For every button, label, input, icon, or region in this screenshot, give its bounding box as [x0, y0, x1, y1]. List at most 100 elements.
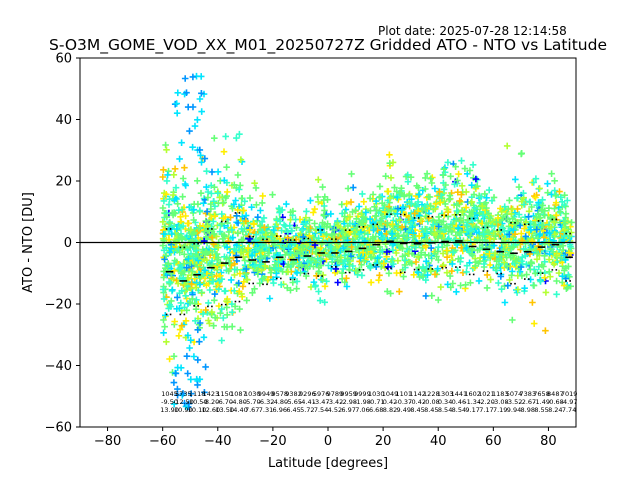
bin-stat-label: 7.17	[479, 406, 493, 414]
scatter-point	[194, 356, 202, 364]
scatter-point	[190, 353, 198, 360]
scatter-point	[508, 210, 515, 218]
scatter-point	[367, 264, 374, 272]
scatter-point	[161, 323, 168, 330]
scatter-point	[211, 290, 219, 298]
scatter-point	[400, 231, 407, 239]
scatter-point	[204, 194, 212, 201]
scatter-point	[414, 198, 422, 206]
scatter-point	[321, 221, 328, 228]
scatter-point	[401, 257, 409, 264]
scatter-point	[163, 177, 171, 185]
scatter-point	[178, 139, 185, 146]
scatter-point	[493, 218, 500, 226]
scatter-point	[510, 243, 517, 251]
scatter-point	[321, 299, 328, 306]
scatter-point	[449, 221, 457, 229]
scatter-point	[565, 263, 572, 270]
bin-stat-label: 9999	[354, 390, 371, 398]
chart-title: S-O3M_GOME_VOD_XX_M01_20250727Z Gridded …	[49, 36, 607, 55]
scatter-point	[408, 260, 416, 267]
scatter-point	[377, 218, 385, 225]
scatter-point	[218, 210, 226, 218]
scatter-point	[434, 265, 441, 272]
scatter-point	[341, 213, 348, 220]
scatter-point	[168, 297, 175, 305]
scatter-point	[452, 163, 459, 170]
bin-stat-label: 1021	[478, 390, 495, 398]
scatter-point	[410, 217, 417, 224]
scatter-point	[473, 229, 480, 236]
bin-stat-label: -4.80	[271, 398, 288, 406]
bin-stat-label: 7383	[520, 390, 537, 398]
scatter-point	[471, 204, 479, 212]
scatter-point	[393, 238, 401, 245]
scatter-point	[175, 245, 182, 253]
scatter-point	[462, 188, 470, 196]
scatter-point	[398, 184, 405, 192]
scatter-point	[518, 230, 525, 237]
scatter-point	[446, 272, 454, 280]
scatter-point	[306, 232, 313, 240]
scatter-point	[520, 189, 527, 197]
scatter-point	[311, 205, 318, 213]
scatter-point	[261, 252, 269, 260]
bin-stat-label: 8.98	[521, 406, 535, 414]
bin-stat-label: 7.31	[259, 406, 273, 414]
scatter-point	[343, 233, 350, 240]
x-axis-label: Latitude [degrees]	[268, 456, 388, 471]
scatter-point	[165, 261, 172, 268]
scatter-point	[175, 332, 183, 340]
scatter-point	[223, 163, 230, 171]
scatter-point	[159, 286, 167, 293]
scatter-point	[389, 159, 397, 166]
scatter-point	[509, 316, 516, 324]
scatter-point	[229, 234, 237, 241]
scatter-point	[494, 214, 502, 222]
scatter-point	[537, 278, 544, 285]
scatter-point	[511, 230, 519, 238]
scatter-point	[270, 226, 277, 234]
scatter-point	[215, 254, 222, 261]
scatter-point	[202, 217, 210, 225]
scatter-point	[561, 232, 568, 240]
scatter-point	[241, 198, 248, 205]
scatter-point	[394, 210, 401, 218]
bin-stat-label: 10.90	[174, 406, 193, 414]
scatter-point	[251, 262, 259, 270]
scatter-point	[485, 229, 493, 236]
scatter-point	[454, 224, 462, 232]
scatter-point	[564, 284, 571, 291]
scatter-point	[159, 204, 167, 212]
scatter-point	[551, 187, 558, 194]
x-tick-label: 40	[430, 434, 447, 449]
scatter-point	[225, 237, 232, 245]
bin-stat-label: 1303	[437, 390, 454, 398]
scatter-point	[362, 209, 370, 216]
scatter-point	[542, 289, 550, 296]
scatter-point	[445, 196, 453, 203]
scatter-point	[243, 265, 250, 273]
scatter-point	[348, 170, 355, 178]
scatter-point	[179, 193, 186, 200]
bin-stat-label: 13.90	[160, 406, 179, 414]
scatter-point	[258, 261, 265, 269]
scatter-point	[227, 214, 234, 221]
scatter-point	[520, 201, 528, 208]
scatter-point	[259, 275, 267, 282]
scatter-point	[177, 218, 185, 225]
scatter-point	[203, 208, 211, 215]
bin-stat-label: -5.70	[244, 398, 261, 406]
scatter-point	[257, 207, 264, 214]
scatter-point	[443, 253, 451, 261]
scatter-point	[533, 213, 540, 221]
bin-stat-label: -1.34	[464, 398, 481, 406]
scatter-point	[551, 177, 558, 185]
scatter-point	[468, 198, 476, 206]
scatter-point	[198, 159, 205, 166]
scatter-point	[188, 295, 196, 303]
scatter-point	[530, 266, 538, 273]
scatter-point	[223, 255, 230, 263]
scatter-point	[271, 261, 279, 269]
scatter-point	[181, 399, 188, 407]
